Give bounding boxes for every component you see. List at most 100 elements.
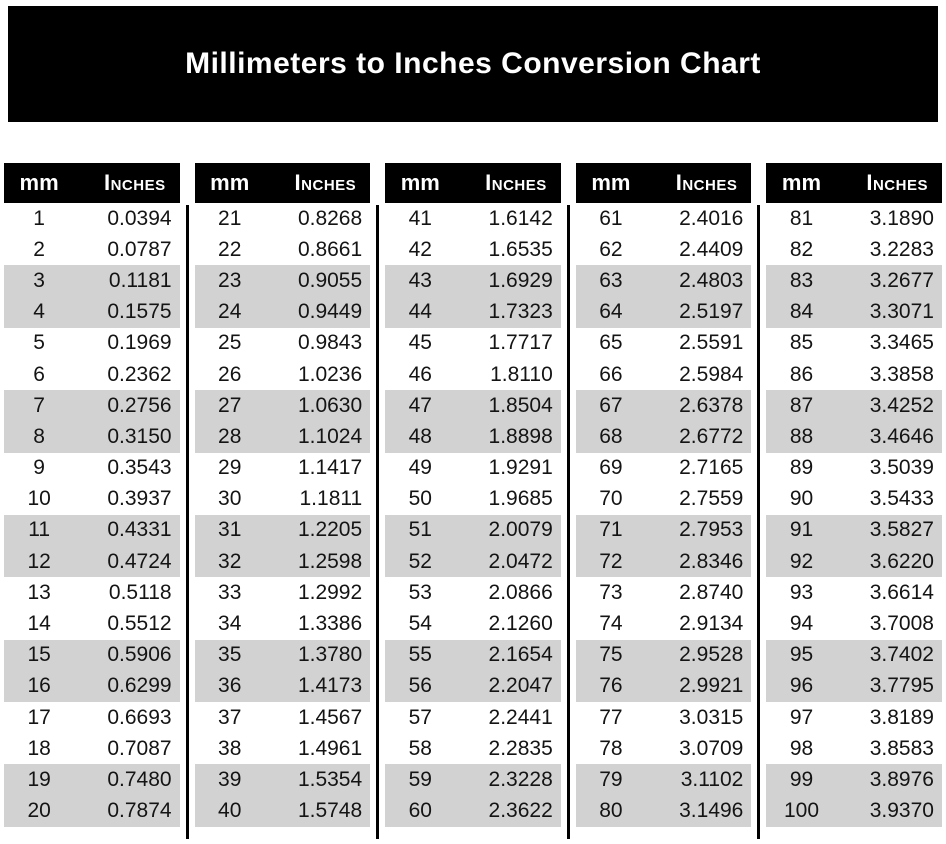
mm-value: 30 bbox=[218, 487, 242, 511]
table-row: 38 1.4961 bbox=[195, 733, 371, 764]
table-row: 15 0.5906 bbox=[4, 639, 180, 671]
mm-value: 42 bbox=[408, 237, 432, 261]
mm-value: 29 bbox=[218, 456, 242, 480]
mm-header-label: mm bbox=[781, 170, 822, 195]
table-row: 6 0.2362 bbox=[4, 359, 180, 390]
inches-value: 1.1024 bbox=[297, 424, 363, 448]
table-row: 46 1.8110 bbox=[385, 359, 561, 390]
mm-value: 7 bbox=[33, 393, 45, 417]
table-row: 51 2.0079 bbox=[385, 514, 561, 547]
mm-value: 8 bbox=[33, 424, 45, 448]
inches-value: 3.3071 bbox=[869, 300, 934, 324]
inches-value: 0.2362 bbox=[107, 362, 172, 386]
inches-value: 2.9134 bbox=[679, 612, 744, 636]
table-row: 55 2.1654 bbox=[385, 639, 561, 671]
table-row: 13 0.5118 bbox=[4, 577, 180, 608]
mm-value: 79 bbox=[599, 767, 623, 791]
inches-value: 1.0236 bbox=[297, 362, 363, 386]
table-row: 53 2.0866 bbox=[385, 577, 561, 608]
mm-value: 36 bbox=[218, 674, 242, 698]
mm-value: 17 bbox=[27, 705, 51, 729]
table-row: 93 3.6614 bbox=[766, 577, 942, 608]
table-row: 91 3.5827 bbox=[766, 514, 942, 547]
inches-value: 2.8346 bbox=[679, 549, 744, 573]
mm-value: 86 bbox=[789, 362, 814, 386]
inches-value: 2.7953 bbox=[679, 518, 744, 542]
table-row: 12 0.4724 bbox=[4, 546, 180, 578]
inches-value: 3.2283 bbox=[869, 237, 934, 261]
mm-value: 6 bbox=[33, 362, 45, 386]
table-row: 61 2.4016 bbox=[576, 203, 752, 234]
table-row: 5 0.1969 bbox=[4, 328, 180, 359]
mm-value: 25 bbox=[218, 331, 242, 355]
inches-value: 2.9528 bbox=[679, 643, 744, 667]
inches-value: 3.8976 bbox=[869, 767, 934, 791]
mm-value: 13 bbox=[27, 580, 51, 604]
table-row: 29 1.1417 bbox=[195, 453, 371, 484]
table-row: 68 2.6772 bbox=[575, 421, 752, 453]
inches-value: 3.1102 bbox=[680, 767, 744, 791]
mm-value: 43 bbox=[408, 268, 432, 292]
table-row: 59 2.3228 bbox=[385, 764, 561, 796]
mm-value: 34 bbox=[218, 612, 242, 636]
inches-value: 3.8583 bbox=[869, 736, 934, 760]
inches-header-label: Inches bbox=[675, 170, 738, 195]
inches-value: 3.7402 bbox=[869, 643, 934, 667]
inches-value: 2.2835 bbox=[488, 736, 553, 760]
inches-value: 2.4016 bbox=[679, 206, 744, 230]
inches-value: 3.4646 bbox=[869, 424, 934, 448]
mm-value: 81 bbox=[789, 206, 814, 230]
inches-value: 3.5039 bbox=[869, 456, 934, 480]
mm-value: 40 bbox=[218, 799, 242, 823]
table-row: 17 0.6693 bbox=[4, 702, 180, 733]
mm-value: 11 bbox=[28, 518, 51, 542]
mm-value: 33 bbox=[218, 580, 242, 604]
mm-value: 55 bbox=[408, 643, 432, 667]
inches-value: 2.6772 bbox=[679, 424, 744, 448]
inches-value: 1.6142 bbox=[488, 206, 553, 230]
inches-value: 0.1969 bbox=[107, 331, 172, 355]
page-title: Millimeters to Inches Conversion Chart bbox=[185, 47, 761, 80]
inches-header-label: Inches bbox=[485, 170, 547, 195]
table-row: 62 2.4409 bbox=[576, 234, 752, 265]
inches-value: 1.5354 bbox=[297, 767, 363, 791]
table-row: 24 0.9449 bbox=[194, 296, 371, 328]
column-divider bbox=[757, 205, 761, 839]
mm-value: 90 bbox=[789, 487, 814, 511]
mm-value: 37 bbox=[218, 705, 242, 729]
table-row: 90 3.5433 bbox=[766, 484, 942, 515]
inches-value: 1.2598 bbox=[297, 549, 363, 573]
inches-value: 1.8504 bbox=[488, 393, 553, 417]
table-row: 27 1.0630 bbox=[194, 390, 371, 422]
mm-value: 89 bbox=[789, 456, 814, 480]
inches-value: 0.7874 bbox=[107, 799, 172, 823]
mm-value: 98 bbox=[789, 736, 814, 760]
inches-value: 1.4173 bbox=[297, 674, 363, 698]
inches-value: 3.0315 bbox=[679, 705, 744, 729]
mm-header-label: mm bbox=[591, 170, 631, 195]
inches-value: 0.3543 bbox=[107, 456, 172, 480]
table-row: 56 2.2047 bbox=[385, 670, 561, 702]
table-row: 100 3.9370 bbox=[766, 795, 942, 827]
inches-value: 3.8189 bbox=[869, 705, 934, 729]
table-row: 78 3.0709 bbox=[576, 733, 752, 764]
table-row: 99 3.8976 bbox=[766, 764, 942, 796]
inches-value: 1.7717 bbox=[488, 331, 553, 355]
mm-value: 95 bbox=[789, 643, 814, 667]
mm-value: 39 bbox=[218, 767, 242, 791]
inches-value: 2.2441 bbox=[488, 705, 553, 729]
inches-value: 3.4252 bbox=[869, 393, 934, 417]
mm-value: 99 bbox=[789, 767, 814, 791]
inches-value: 2.5591 bbox=[679, 331, 744, 355]
mm-value: 88 bbox=[789, 424, 814, 448]
inches-value: 2.2047 bbox=[488, 674, 553, 698]
column-divider bbox=[376, 205, 380, 839]
table-row: 92 3.6220 bbox=[766, 546, 942, 578]
inches-value: 0.9843 bbox=[297, 331, 363, 355]
mm-value: 27 bbox=[218, 393, 242, 417]
table-column: mm Inches 41 1.6142 42 1.6535 43 1.6929 44 1.7323… bbox=[385, 163, 561, 839]
mm-value: 2 bbox=[33, 237, 45, 261]
mm-value: 73 bbox=[599, 580, 623, 604]
inches-header-label: Inches bbox=[294, 170, 357, 195]
mm-value: 47 bbox=[408, 393, 432, 417]
